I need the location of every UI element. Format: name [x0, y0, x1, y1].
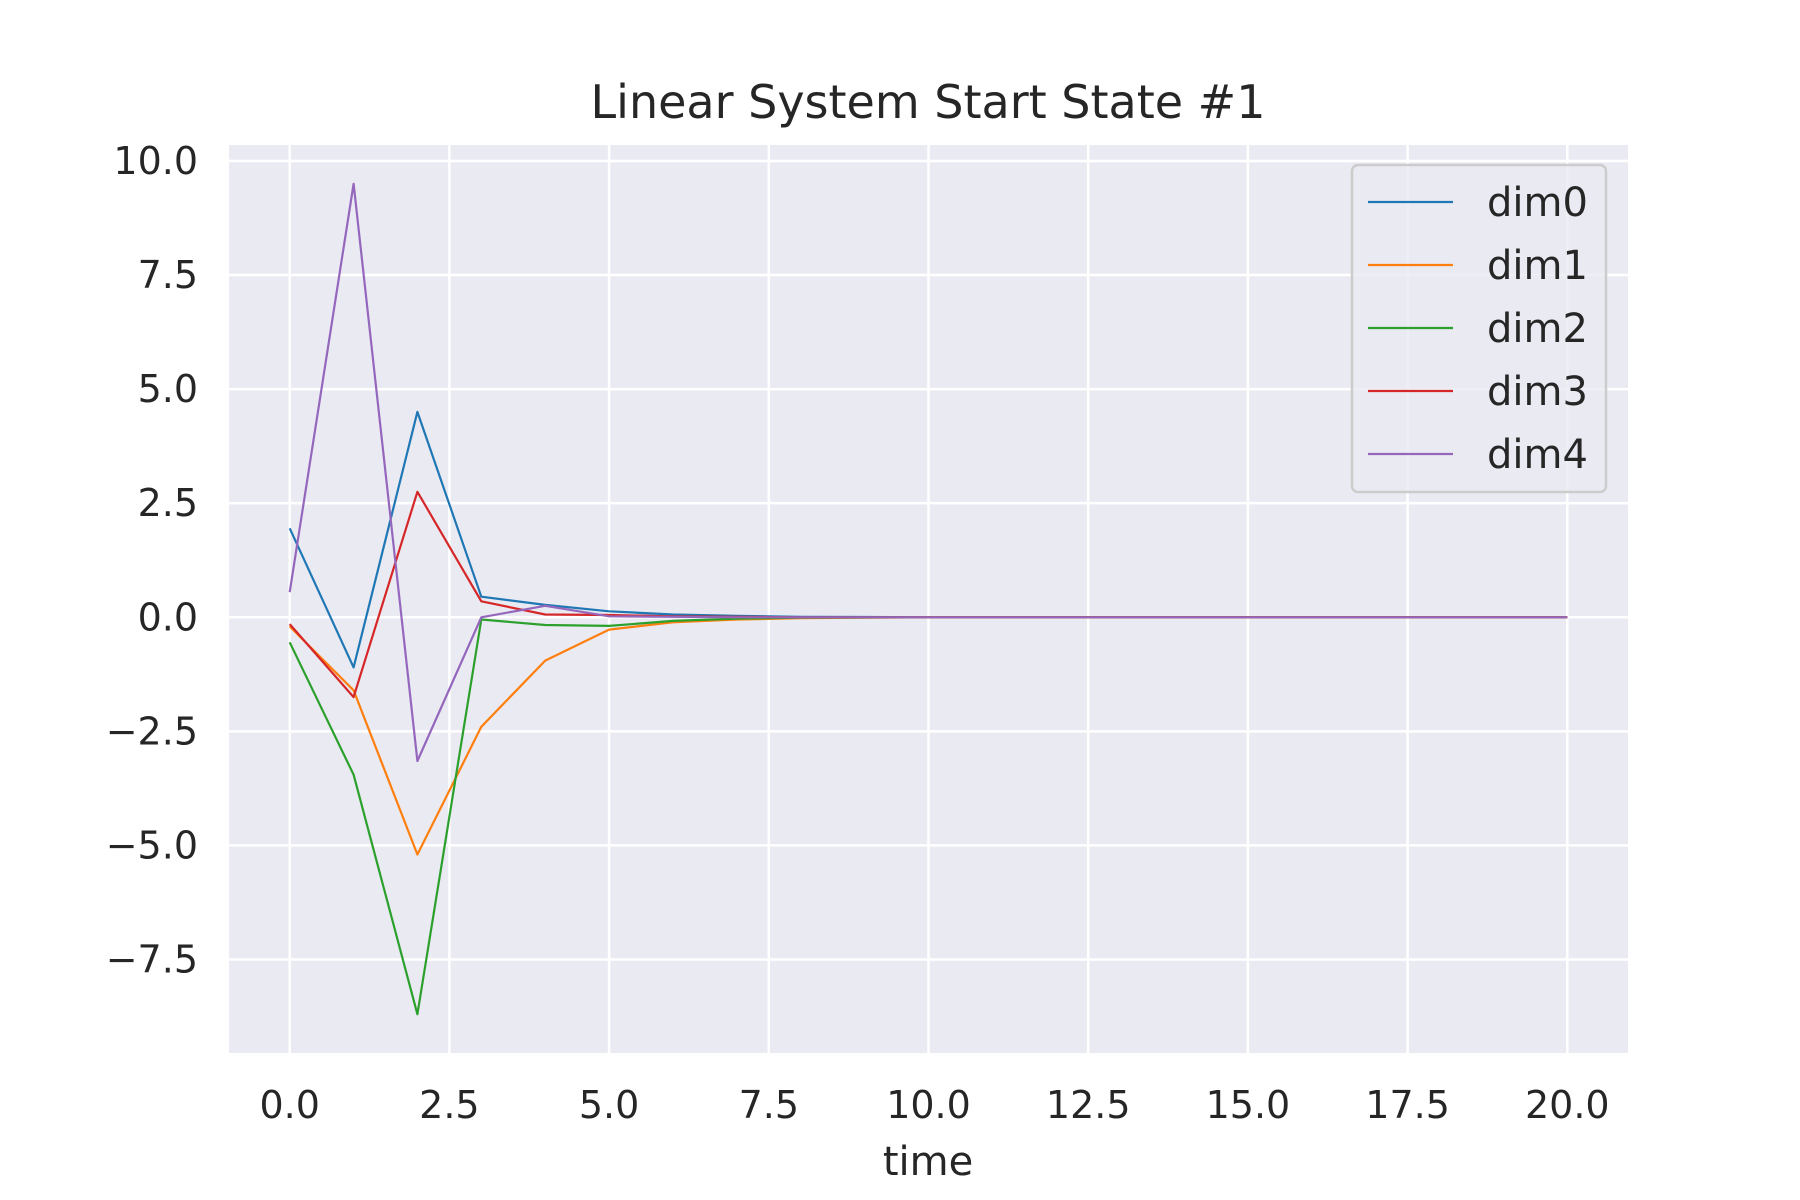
legend-label-dim2: dim2 [1487, 306, 1588, 352]
x-tick-label: 5.0 [579, 1083, 639, 1127]
x-tick-label: 0.0 [259, 1083, 319, 1127]
series-line-dim4 [288, 182, 1568, 763]
x-tick-label: 12.5 [1046, 1083, 1131, 1127]
y-tick-label: −2.5 [106, 709, 198, 753]
x-tick-label: 10.0 [886, 1083, 971, 1127]
x-tick-label: 20.0 [1525, 1083, 1610, 1127]
y-tick-label: 7.5 [138, 253, 198, 297]
y-tick-label: −5.0 [106, 823, 198, 867]
x-tick-label: 7.5 [739, 1083, 799, 1127]
legend-box [1350, 163, 1608, 494]
legend-label-dim3: dim3 [1487, 369, 1588, 415]
legend: dim0 dim1 dim2 dim3 dim4 [1350, 163, 1608, 494]
y-tick-label: 10.0 [113, 139, 198, 183]
series-lines [288, 182, 1568, 1016]
x-tick-label: 17.5 [1365, 1083, 1450, 1127]
legend-label-dim1: dim1 [1487, 243, 1588, 289]
x-tick-label: 15.0 [1206, 1083, 1291, 1127]
chart-title: Linear System Start State #1 [591, 75, 1266, 129]
x-tick-labels: 0.0 2.5 5.0 7.5 10.0 12.5 15.0 17.5 20.0 [259, 1083, 1609, 1127]
y-tick-labels: −7.5 −5.0 −2.5 0.0 2.5 5.0 7.5 10.0 [106, 139, 198, 981]
x-axis-label: time [883, 1139, 973, 1185]
y-tick-label: −7.5 [106, 937, 198, 981]
y-tick-label: 2.5 [138, 481, 198, 525]
y-tick-label: 0.0 [138, 595, 198, 639]
legend-label-dim4: dim4 [1487, 432, 1588, 478]
x-tick-label: 2.5 [419, 1083, 479, 1127]
legend-label-dim0: dim0 [1487, 180, 1588, 226]
y-tick-label: 5.0 [138, 367, 198, 411]
